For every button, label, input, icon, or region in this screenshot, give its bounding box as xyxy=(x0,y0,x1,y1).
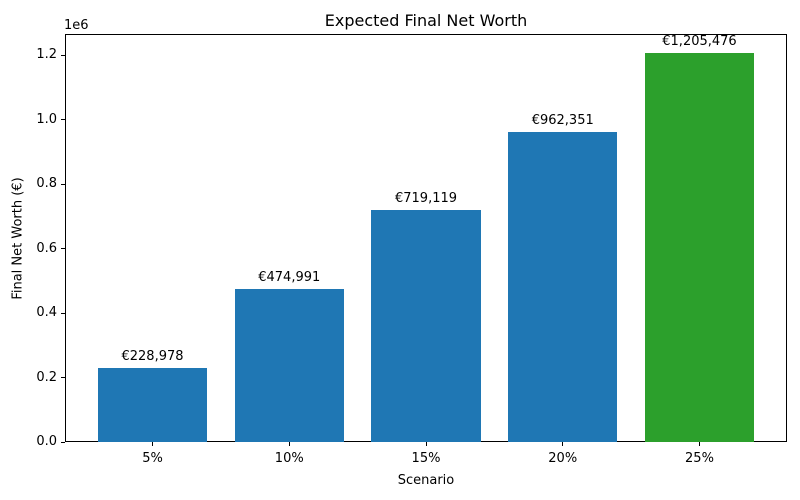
x-tick-mark xyxy=(152,442,153,446)
x-tick-label: 25% xyxy=(685,451,714,466)
y-tick-label: 0.4 xyxy=(36,305,57,321)
x-tick-label: 5% xyxy=(142,451,163,466)
bar-value-label: €719,119 xyxy=(394,191,458,207)
y-tick-mark xyxy=(61,377,65,379)
x-tick-label: 10% xyxy=(274,451,304,466)
y-tick-mark xyxy=(61,441,65,443)
y-tick-label: 0.2 xyxy=(36,369,57,385)
x-axis-label: Scenario xyxy=(397,473,455,488)
chart-title: Expected Final Net Worth xyxy=(324,11,528,30)
bar-15% xyxy=(371,210,481,442)
y-tick-label: 0.0 xyxy=(36,434,57,449)
x-tick-mark xyxy=(698,442,700,446)
y-tick-label: 0.8 xyxy=(36,176,57,192)
bar-value-label: €474,991 xyxy=(258,269,321,285)
bar-value-label: €228,978 xyxy=(121,349,184,365)
y-tick-label: 0.6 xyxy=(36,240,57,256)
y-tick-mark xyxy=(61,248,65,250)
x-tick-mark xyxy=(562,442,564,446)
y-tick-mark xyxy=(61,183,65,185)
x-tick-mark xyxy=(288,442,290,446)
y-tick-label: 1.0 xyxy=(36,111,57,127)
y-tick-mark xyxy=(61,119,65,121)
bar-10% xyxy=(234,288,344,442)
y-tick-label: 1.2 xyxy=(36,47,57,63)
y-tick-mark xyxy=(61,312,65,314)
bar-20% xyxy=(508,131,618,442)
bar-value-label: €962,351 xyxy=(531,112,594,128)
x-tick-label: 15% xyxy=(411,451,441,466)
x-tick-mark xyxy=(425,442,427,446)
x-tick-label: 20% xyxy=(548,451,578,466)
y-axis-offset-text: 1e6 xyxy=(64,18,89,33)
bar-5% xyxy=(97,368,208,442)
bar-value-label: €1,205,476 xyxy=(662,34,737,50)
y-tick-mark xyxy=(61,54,65,56)
bar-25% xyxy=(644,53,755,442)
